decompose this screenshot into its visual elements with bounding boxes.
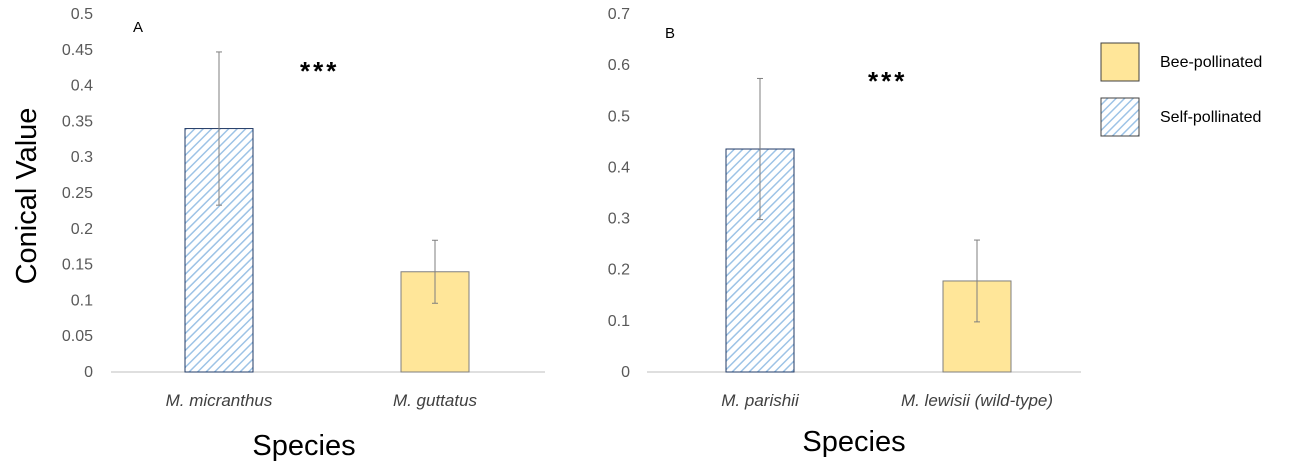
y-tick-labels-b: 0 0.1 0.2 0.3 0.4 0.5 0.6 0.7 bbox=[608, 6, 630, 381]
legend-swatch-self bbox=[1100, 97, 1140, 137]
y-tick-label: 0 bbox=[621, 364, 630, 381]
y-tick-label: 0.35 bbox=[62, 113, 93, 130]
legend-label-self: Self-pollinated bbox=[1160, 109, 1261, 126]
y-tick-label: 0.4 bbox=[608, 159, 630, 176]
bars-b bbox=[725, 77, 1012, 373]
panel-b: B *** 0 0.1 0.2 0.3 0.4 0.5 0.6 0.7 M. parishii… bbox=[608, 6, 1081, 458]
y-tick-label: 0 bbox=[84, 364, 93, 381]
y-tick-label: 0.2 bbox=[608, 262, 630, 279]
legend-swatch-bee bbox=[1100, 42, 1140, 82]
y-tick-label: 0.2 bbox=[71, 221, 93, 238]
panel-label-b: B bbox=[665, 25, 675, 42]
significance-marker-a: *** bbox=[300, 56, 339, 86]
error-bar bbox=[757, 77, 763, 221]
x-axis-label-b: Species bbox=[802, 426, 905, 458]
panel-label-a: A bbox=[133, 19, 143, 36]
x-category-label: M. micranthus bbox=[166, 391, 273, 410]
bars-a bbox=[184, 51, 470, 373]
error-bar bbox=[216, 51, 222, 206]
error-bar bbox=[974, 239, 980, 323]
legend-label-bee: Bee-pollinated bbox=[1160, 54, 1262, 71]
y-tick-label: 0.45 bbox=[62, 42, 93, 59]
y-tick-label: 0.5 bbox=[71, 6, 93, 23]
y-axis-label: Conical Value bbox=[11, 108, 43, 285]
y-tick-label: 0.3 bbox=[608, 211, 630, 228]
error-bar bbox=[432, 239, 438, 304]
y-tick-label: 0.7 bbox=[608, 6, 630, 23]
y-tick-label: 0.5 bbox=[608, 108, 630, 125]
y-tick-label: 0.3 bbox=[71, 149, 93, 166]
y-tick-label: 0.15 bbox=[62, 257, 93, 274]
y-tick-labels-a: 0 0.05 0.1 0.15 0.2 0.25 0.3 0.35 0.4 0.45 0.5 bbox=[62, 6, 93, 381]
y-tick-label: 0.4 bbox=[71, 78, 93, 95]
y-tick-label: 0.1 bbox=[71, 292, 93, 309]
x-category-label: M. lewisii (wild-type) bbox=[901, 391, 1053, 410]
category-labels-b: M. parishii M. lewisii (wild-type) bbox=[721, 391, 1053, 410]
y-tick-label: 0.25 bbox=[62, 185, 93, 202]
y-tick-label: 0.05 bbox=[62, 328, 93, 345]
y-tick-label: 0.1 bbox=[608, 313, 630, 330]
panel-a: Conical Value A *** 00.050.10.150.20.250… bbox=[11, 6, 545, 462]
x-category-label: M. parishii bbox=[721, 391, 800, 410]
x-axis-label-a: Species bbox=[252, 430, 355, 461]
category-labels-a: M. micranthus M. guttatus bbox=[166, 391, 478, 410]
y-tick-label: 0.6 bbox=[608, 57, 630, 74]
legend: Bee-pollinated Self-pollinated bbox=[1100, 42, 1262, 137]
x-category-label: M. guttatus bbox=[393, 391, 478, 410]
significance-marker-b: *** bbox=[868, 66, 907, 96]
